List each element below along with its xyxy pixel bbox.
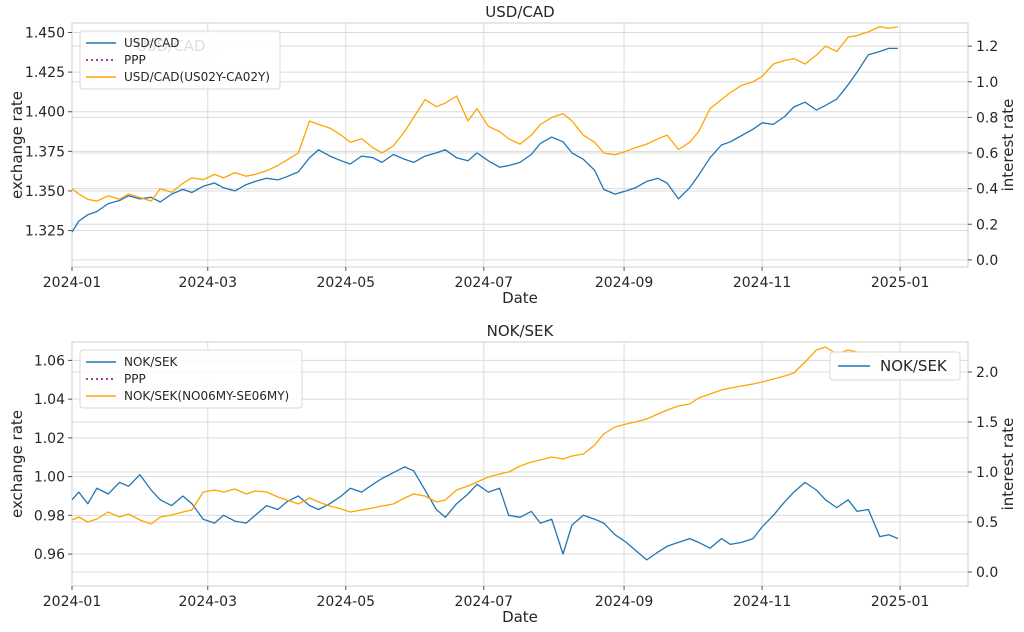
legend: USD/CAD PPP USD/CAD(US02Y-CA02Y) bbox=[79, 30, 281, 90]
x-tick-label: 2025-01 bbox=[871, 275, 930, 291]
y2-tick-label: 0.0 bbox=[976, 565, 998, 581]
y-axis-label: exchange rate bbox=[8, 91, 26, 199]
y2-tick-label: 0.8 bbox=[976, 110, 998, 126]
x-tick-label: 2024-01 bbox=[43, 594, 102, 610]
y2-tick-label: 0.2 bbox=[976, 217, 998, 233]
x-tick-label: 2024-07 bbox=[455, 275, 514, 291]
series-line-nok-sek-no06my-se06my- bbox=[71, 346, 899, 525]
legend-box bbox=[79, 30, 281, 90]
y-tick-label: 1.00 bbox=[34, 470, 65, 486]
y2-tick-label: 0.6 bbox=[976, 146, 998, 162]
y2-tick-label: 1.0 bbox=[976, 75, 998, 91]
y2-tick-label: 1.5 bbox=[976, 415, 998, 431]
y2-axis-label: interest rate bbox=[999, 418, 1017, 511]
x-tick-label: 2025-01 bbox=[871, 594, 930, 610]
x-tick-label: 2024-11 bbox=[733, 594, 792, 610]
plot-frame bbox=[71, 22, 969, 268]
secondary-legend-box bbox=[829, 351, 961, 381]
y-tick-label: 1.375 bbox=[25, 144, 65, 160]
x-tick-label: 2024-05 bbox=[317, 594, 376, 610]
series-line-nok-sek bbox=[71, 466, 899, 561]
legend-label: NOK/SEK bbox=[124, 355, 179, 369]
chart-title: USD/CAD bbox=[485, 3, 554, 21]
y2-tick-label: 0.4 bbox=[976, 182, 998, 198]
x-tick-label: 2024-03 bbox=[179, 594, 238, 610]
grid bbox=[71, 342, 968, 586]
y-tick-label: 1.425 bbox=[25, 65, 65, 81]
y2-tick-label: 1.2 bbox=[976, 39, 998, 55]
legend-label: PPP bbox=[124, 372, 146, 386]
legend-label: NOK/SEK(NO06MY-SE06MY) bbox=[124, 389, 289, 403]
y2-axis-label: interest rate bbox=[999, 99, 1017, 192]
legend-label: USD/CAD(US02Y-CA02Y) bbox=[124, 70, 270, 84]
legend-label: PPP bbox=[124, 53, 146, 67]
plot-frame bbox=[71, 341, 969, 587]
chart-nok-sek: 2024-01 2024-03 2024-05 2024-07 2024-09 2024-… bbox=[8, 322, 1017, 626]
series-line-usd-cad bbox=[71, 47, 898, 233]
legend-box bbox=[79, 349, 303, 409]
x-axis-label: Date bbox=[502, 289, 538, 307]
chart-title: NOK/SEK bbox=[487, 322, 555, 340]
y-tick-label: 1.350 bbox=[25, 184, 65, 200]
x-tick-label: 2024-01 bbox=[43, 275, 102, 291]
y2-tick-label: 0.0 bbox=[976, 253, 998, 269]
y2-tick-label: 0.5 bbox=[976, 515, 998, 531]
x-tick-label: 2024-03 bbox=[179, 275, 238, 291]
x-tick-label: 2024-09 bbox=[595, 275, 654, 291]
legend-label: USD/CAD bbox=[124, 36, 180, 50]
x-tick-label: 2024-07 bbox=[455, 594, 514, 610]
y-tick-label: 1.400 bbox=[25, 105, 65, 121]
legend: NOK/SEK PPP NOK/SEK(NO06MY-SE06MY) bbox=[79, 349, 303, 409]
secondary-legend: NOK/SEK bbox=[829, 351, 961, 381]
series-line-usd-cad-us02y-ca02y- bbox=[71, 25, 899, 202]
y-tick-label: 1.04 bbox=[34, 392, 65, 408]
y-tick-label: 1.02 bbox=[34, 431, 65, 447]
y-tick-label: 1.325 bbox=[25, 224, 65, 240]
x-tick-label: 2024-05 bbox=[317, 275, 376, 291]
x-tick-label: 2024-09 bbox=[595, 594, 654, 610]
y-tick-label: 0.98 bbox=[34, 508, 65, 524]
x-tick-label: 2024-11 bbox=[733, 275, 792, 291]
chart-usd-cad: USD/CAD 2024-01 2024-03 2024-05 2024-07 2024-… bbox=[8, 3, 1017, 307]
y2-tick-label: 2.0 bbox=[976, 365, 998, 381]
secondary-legend-label: NOK/SEK bbox=[880, 357, 948, 375]
y-tick-label: 0.96 bbox=[34, 547, 65, 563]
y-tick-label: 1.06 bbox=[34, 353, 65, 369]
x-axis-label: Date bbox=[502, 608, 538, 626]
y-axis-label: exchange rate bbox=[8, 410, 26, 518]
y-tick-label: 1.450 bbox=[25, 26, 65, 42]
y2-tick-label: 1.0 bbox=[976, 465, 998, 481]
